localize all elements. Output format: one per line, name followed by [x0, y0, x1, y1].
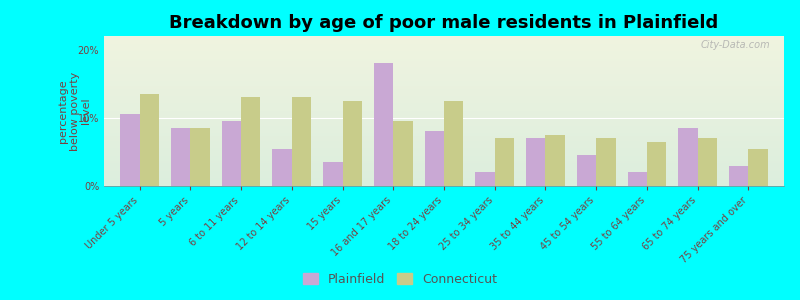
Bar	[241, 98, 260, 186]
Bar	[374, 63, 394, 186]
Bar	[342, 101, 362, 186]
Y-axis label: percentage
below poverty
level: percentage below poverty level	[58, 71, 91, 151]
Bar	[678, 128, 698, 186]
Bar	[394, 121, 413, 186]
Title: Breakdown by age of poor male residents in Plainfield: Breakdown by age of poor male residents …	[170, 14, 718, 32]
Bar	[323, 162, 342, 186]
Bar	[139, 94, 159, 186]
Bar	[120, 114, 139, 186]
Bar	[425, 131, 444, 186]
Bar	[577, 155, 596, 186]
Bar	[444, 101, 463, 186]
Bar	[628, 172, 647, 186]
Bar	[222, 121, 241, 186]
Text: City-Data.com: City-Data.com	[701, 40, 770, 50]
Bar	[647, 142, 666, 186]
Bar	[526, 138, 546, 186]
Bar	[596, 138, 615, 186]
Bar	[171, 128, 190, 186]
Bar	[698, 138, 717, 186]
Bar	[749, 148, 768, 186]
Bar	[475, 172, 494, 186]
Bar	[273, 148, 292, 186]
Bar	[546, 135, 565, 186]
Bar	[494, 138, 514, 186]
Legend: Plainfield, Connecticut: Plainfield, Connecticut	[298, 268, 502, 291]
Bar	[190, 128, 210, 186]
Bar	[729, 166, 749, 186]
Bar	[292, 98, 311, 186]
